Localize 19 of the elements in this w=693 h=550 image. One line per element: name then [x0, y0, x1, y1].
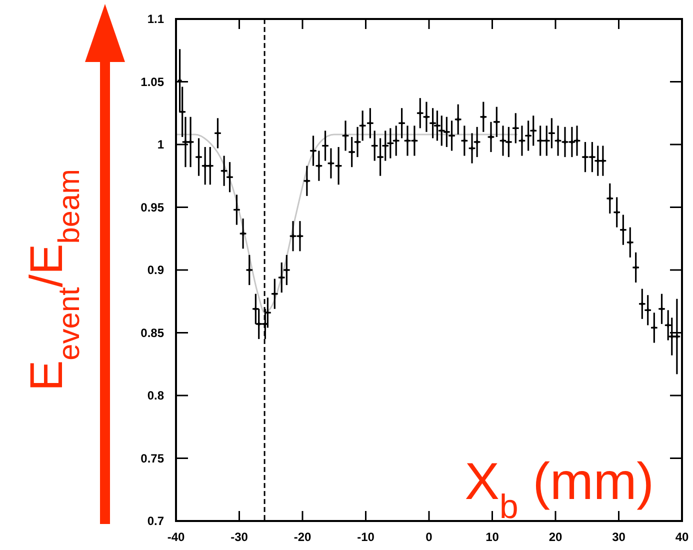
x-tick-label: -30: [230, 530, 248, 544]
y-tick-label: 0.9: [147, 263, 164, 277]
x-tick-label: -10: [357, 530, 375, 544]
x-tick-label: 40: [675, 530, 689, 544]
x-tick-label: -20: [294, 530, 312, 544]
x-tick-label: 0: [426, 530, 433, 544]
y-tick-label: 1.1: [147, 12, 164, 26]
y-tick-label: 0.75: [140, 451, 164, 466]
x-tick-label: 30: [612, 530, 626, 544]
y-tick-label: 0.8: [147, 388, 164, 402]
y-tick-label: 0.7: [147, 514, 164, 528]
x-axis-title: X$_{b}$ (mm): [464, 453, 654, 526]
y-tick-label: 1: [157, 138, 164, 152]
x-tick-label: -40: [167, 530, 185, 544]
x-tick-label: 20: [548, 530, 562, 544]
y-tick-label: 1.05: [140, 74, 164, 89]
x-tick-label: 10: [486, 530, 500, 544]
y-tick-label: 0.95: [140, 200, 164, 214]
y-tick-label: 0.85: [140, 326, 164, 340]
